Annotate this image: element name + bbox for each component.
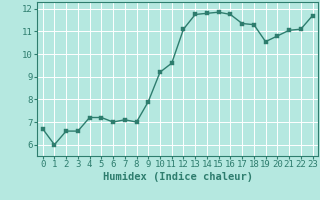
- X-axis label: Humidex (Indice chaleur): Humidex (Indice chaleur): [103, 172, 252, 182]
